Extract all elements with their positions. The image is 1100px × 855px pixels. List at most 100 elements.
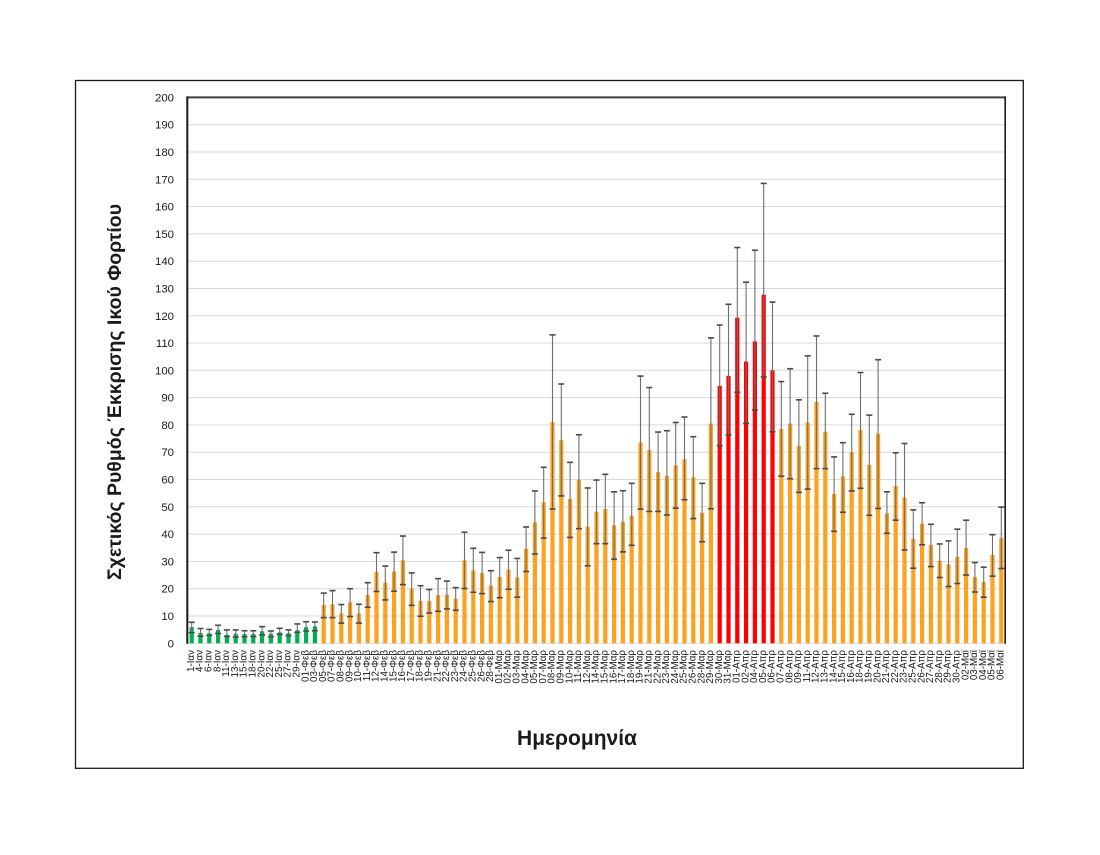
svg-text:05-Μαϊ: 05-Μαϊ — [987, 649, 998, 680]
svg-text:22-Μαρ: 22-Μαρ — [652, 650, 663, 684]
svg-text:16-Μαρ: 16-Μαρ — [608, 650, 619, 684]
svg-text:15-Απρ: 15-Απρ — [837, 650, 848, 683]
svg-text:23-Φεβ: 23-Φεβ — [450, 650, 461, 682]
svg-text:21-Μαρ: 21-Μαρ — [644, 650, 655, 684]
svg-text:0: 0 — [168, 638, 174, 650]
svg-text:19-Απρ: 19-Απρ — [864, 650, 875, 683]
svg-text:08-Απρ: 08-Απρ — [784, 650, 795, 683]
svg-text:18-Φεβ: 18-Φεβ — [415, 650, 426, 682]
svg-text:40: 40 — [161, 529, 174, 541]
svg-text:05-Μαρ: 05-Μαρ — [529, 650, 540, 684]
svg-text:60: 60 — [161, 475, 174, 487]
svg-text:04-Μαϊ: 04-Μαϊ — [978, 649, 989, 680]
svg-text:8-Ιαν: 8-Ιαν — [212, 650, 223, 672]
svg-text:20: 20 — [161, 584, 174, 596]
svg-text:28-Απρ: 28-Απρ — [934, 650, 945, 683]
svg-text:15-Ιαν: 15-Ιαν — [239, 650, 250, 678]
svg-text:160: 160 — [155, 202, 174, 214]
svg-text:18-Απρ: 18-Απρ — [855, 650, 866, 683]
svg-text:10-Φεβ: 10-Φεβ — [353, 650, 364, 682]
svg-text:26-Απρ: 26-Απρ — [916, 650, 927, 683]
svg-text:25-Φεβ: 25-Φεβ — [468, 650, 479, 682]
svg-text:02-Μαϊ: 02-Μαϊ — [960, 649, 971, 680]
svg-text:09-Φεβ: 09-Φεβ — [344, 650, 355, 682]
svg-text:200: 200 — [155, 92, 174, 104]
svg-text:09-Απρ: 09-Απρ — [793, 650, 804, 683]
svg-text:10: 10 — [161, 611, 174, 623]
svg-text:25-Μαρ: 25-Μαρ — [679, 650, 690, 684]
svg-text:4-Ιαν: 4-Ιαν — [195, 650, 206, 672]
svg-text:04-Απρ: 04-Απρ — [749, 650, 760, 683]
svg-text:28-Φεβ: 28-Φεβ — [485, 650, 496, 682]
svg-text:05-Φεβ: 05-Φεβ — [318, 650, 329, 682]
svg-text:24-Φεβ: 24-Φεβ — [459, 650, 470, 682]
svg-text:27-Ιαν: 27-Ιαν — [283, 650, 294, 678]
svg-text:21-Φεβ: 21-Φεβ — [432, 650, 443, 682]
svg-text:08-Μαρ: 08-Μαρ — [547, 650, 558, 684]
svg-text:22-Απρ: 22-Απρ — [890, 650, 901, 683]
svg-text:70: 70 — [161, 447, 174, 459]
svg-text:11-Φεβ: 11-Φεβ — [362, 650, 373, 682]
svg-text:12-Απρ: 12-Απρ — [811, 650, 822, 683]
svg-text:1-Ιαν: 1-Ιαν — [186, 650, 197, 672]
svg-text:22-Ιαν: 22-Ιαν — [265, 650, 276, 678]
svg-text:29-Απρ: 29-Απρ — [943, 650, 954, 683]
svg-text:16-Απρ: 16-Απρ — [846, 650, 857, 683]
svg-text:27-Απρ: 27-Απρ — [925, 650, 936, 683]
svg-text:07-Απρ: 07-Απρ — [776, 650, 787, 683]
svg-text:14-Φεβ: 14-Φεβ — [380, 650, 391, 682]
svg-text:20-Απρ: 20-Απρ — [872, 650, 883, 683]
svg-text:170: 170 — [155, 174, 174, 186]
svg-text:50: 50 — [161, 502, 174, 514]
svg-text:31-Μαρ: 31-Μαρ — [723, 650, 734, 684]
svg-text:30: 30 — [161, 556, 174, 568]
svg-text:24-Μαρ: 24-Μαρ — [670, 650, 681, 684]
svg-text:04-Μαρ: 04-Μαρ — [520, 650, 531, 684]
svg-text:06-Απρ: 06-Απρ — [767, 650, 778, 683]
svg-text:19-Φεβ: 19-Φεβ — [424, 650, 435, 682]
svg-text:6-Ιαν: 6-Ιαν — [204, 650, 215, 672]
svg-text:03-Φεβ: 03-Φεβ — [309, 650, 320, 682]
svg-text:90: 90 — [161, 393, 174, 405]
svg-text:07-Μαρ: 07-Μαρ — [538, 650, 549, 684]
svg-text:23-Απρ: 23-Απρ — [899, 650, 910, 683]
svg-text:130: 130 — [155, 284, 174, 296]
svg-text:09-Μαρ: 09-Μαρ — [556, 650, 567, 684]
svg-text:30-Απρ: 30-Απρ — [952, 650, 963, 683]
svg-text:02-Απρ: 02-Απρ — [740, 650, 751, 683]
svg-text:20-Ιαν: 20-Ιαν — [256, 650, 267, 678]
svg-text:22-Φεβ: 22-Φεβ — [441, 650, 452, 682]
svg-text:17-Φεβ: 17-Φεβ — [406, 650, 417, 682]
svg-text:02-Μαρ: 02-Μαρ — [503, 650, 514, 684]
svg-text:01-Μαρ: 01-Μαρ — [494, 650, 505, 684]
svg-text:29-Ιαν: 29-Ιαν — [292, 650, 303, 678]
svg-text:05-Απρ: 05-Απρ — [758, 650, 769, 683]
svg-text:12-Φεβ: 12-Φεβ — [371, 650, 382, 682]
svg-text:28-Μαρ: 28-Μαρ — [696, 650, 707, 684]
svg-text:01-Απρ: 01-Απρ — [732, 650, 743, 683]
svg-text:190: 190 — [155, 120, 174, 132]
svg-text:13-Ιαν: 13-Ιαν — [230, 650, 241, 678]
svg-text:26-Μαρ: 26-Μαρ — [688, 650, 699, 684]
svg-text:110: 110 — [156, 338, 174, 350]
svg-text:180: 180 — [155, 147, 174, 159]
svg-text:03-Μαϊ: 03-Μαϊ — [969, 649, 980, 680]
svg-text:03-Μαρ: 03-Μαρ — [512, 650, 523, 684]
svg-text:11-Ιαν: 11-Ιαν — [221, 650, 232, 677]
svg-text:15-Φεβ: 15-Φεβ — [388, 650, 399, 682]
svg-text:18-Μαρ: 18-Μαρ — [626, 650, 637, 684]
svg-text:140: 140 — [155, 256, 174, 268]
svg-text:100: 100 — [155, 365, 174, 377]
svg-text:80: 80 — [161, 420, 174, 432]
svg-text:08-Φεβ: 08-Φεβ — [336, 650, 347, 682]
svg-text:17-Μαρ: 17-Μαρ — [617, 650, 628, 684]
svg-text:13-Απρ: 13-Απρ — [820, 650, 831, 683]
svg-text:150: 150 — [155, 229, 174, 241]
svg-text:16-Φεβ: 16-Φεβ — [397, 650, 408, 682]
svg-text:11-Μαρ: 11-Μαρ — [573, 650, 584, 683]
svg-text:07-Φεβ: 07-Φεβ — [327, 650, 338, 682]
svg-text:01-Φεβ: 01-Φεβ — [300, 650, 311, 682]
svg-text:25-Ιαν: 25-Ιαν — [274, 650, 285, 678]
svg-text:Ημερομηνία: Ημερομηνία — [517, 727, 637, 750]
svg-text:19-Μαρ: 19-Μαρ — [635, 650, 646, 684]
